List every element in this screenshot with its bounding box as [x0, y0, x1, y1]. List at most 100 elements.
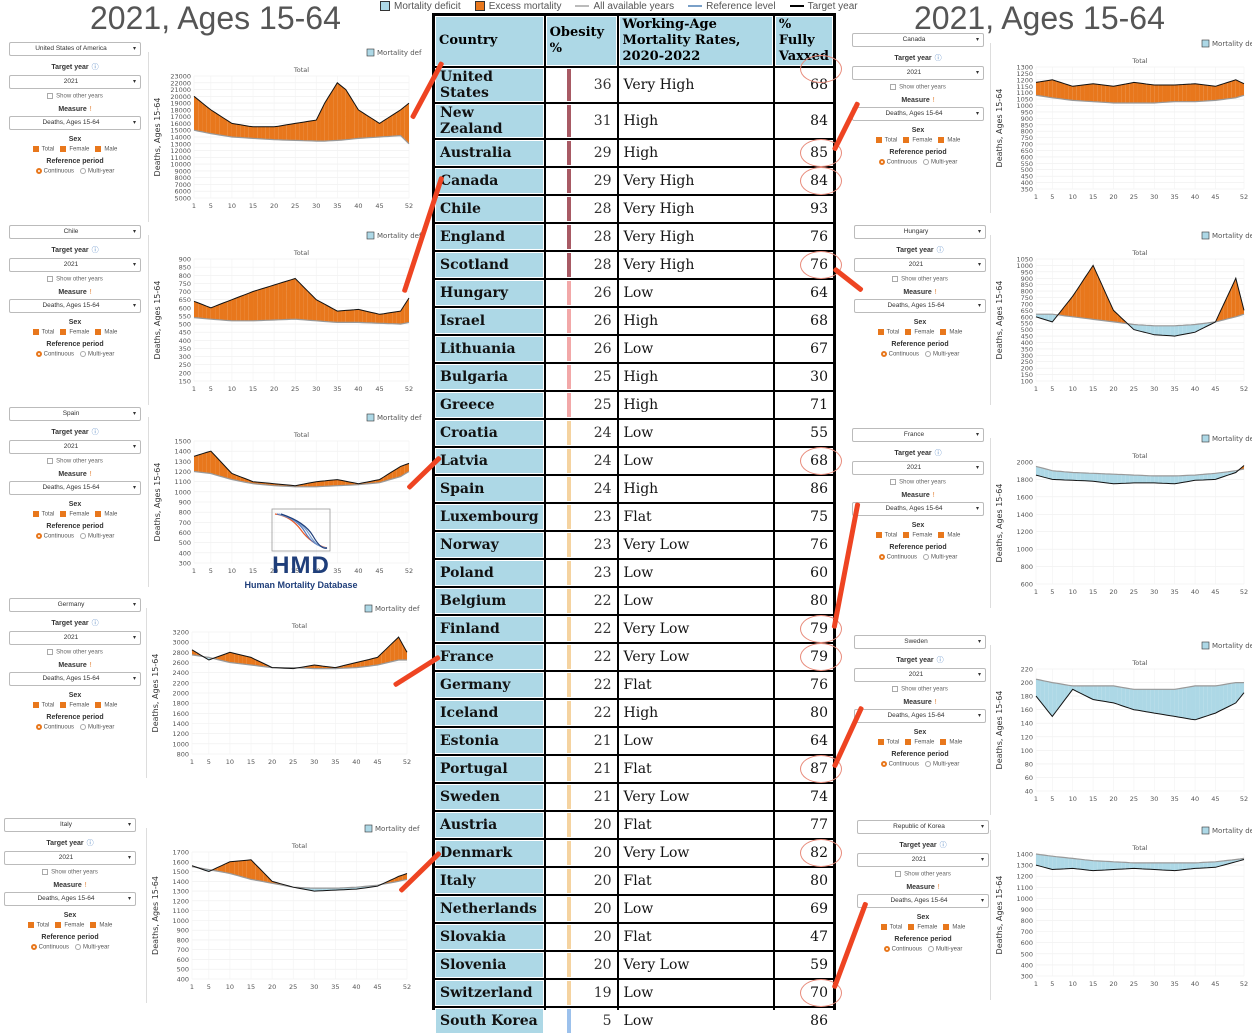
sex-male-checkbox[interactable]: Male: [95, 329, 117, 336]
sex-female-checkbox[interactable]: Female: [60, 702, 89, 709]
reference-multiyear-radio[interactable]: Multi-year: [80, 724, 114, 731]
sex-male-checkbox[interactable]: Male: [940, 329, 962, 336]
reference-multiyear-radio[interactable]: Multi-year: [928, 946, 962, 953]
show-other-years-toggle[interactable]: Show other years: [850, 276, 990, 283]
reference-period-label: Reference period: [5, 158, 145, 165]
sex-male-checkbox[interactable]: Male: [943, 924, 965, 931]
target-year-select[interactable]: 2021▾: [9, 258, 141, 272]
reference-multiyear-radio[interactable]: Multi-year: [80, 168, 114, 175]
measure-select[interactable]: Deaths, Ages 15-64▾: [9, 116, 141, 130]
show-other-years-toggle[interactable]: Show other years: [5, 458, 145, 465]
show-other-years-toggle[interactable]: Show other years: [5, 649, 145, 656]
reference-multiyear-radio[interactable]: Multi-year: [925, 351, 959, 358]
reference-continuous-radio[interactable]: Continuous: [881, 351, 919, 358]
sex-total-checkbox[interactable]: Total: [881, 924, 903, 931]
deficit-area: [1150, 863, 1154, 870]
target-year-select[interactable]: 2021▾: [857, 853, 989, 867]
measure-select[interactable]: Deaths, Ages 15-64▾: [852, 502, 984, 516]
sex-female-checkbox[interactable]: Female: [903, 532, 932, 539]
sex-male-checkbox[interactable]: Male: [938, 532, 960, 539]
reference-continuous-radio[interactable]: Continuous: [879, 159, 917, 166]
reference-continuous-radio[interactable]: Continuous: [31, 944, 69, 951]
show-other-years-toggle[interactable]: Show other years: [848, 479, 988, 486]
sex-total-checkbox[interactable]: Total: [878, 739, 900, 746]
reference-continuous-radio[interactable]: Continuous: [36, 168, 74, 175]
country-select[interactable]: Germany▾: [9, 598, 141, 612]
measure-select[interactable]: Deaths, Ages 15-64▾: [9, 672, 141, 686]
target-year-select[interactable]: 2021▾: [9, 631, 141, 645]
target-year-select[interactable]: 2021▾: [4, 851, 136, 865]
show-other-years-toggle[interactable]: Show other years: [0, 869, 140, 876]
deficit-area: [1207, 474, 1211, 480]
excess-area: [333, 83, 337, 141]
measure-select[interactable]: Deaths, Ages 15-64▾: [857, 894, 989, 908]
sex-female-checkbox[interactable]: Female: [60, 146, 89, 153]
reference-continuous-radio[interactable]: Continuous: [36, 724, 74, 731]
country-select[interactable]: Republic of Korea▾: [857, 820, 989, 834]
sex-male-checkbox[interactable]: Male: [95, 511, 117, 518]
reference-multiyear-radio[interactable]: Multi-year: [923, 159, 957, 166]
target-year-select[interactable]: 2021▾: [852, 461, 984, 475]
sex-total-checkbox[interactable]: Total: [876, 532, 898, 539]
reference-continuous-radio[interactable]: Continuous: [879, 554, 917, 561]
sex-total-checkbox[interactable]: Total: [28, 922, 50, 929]
reference-multiyear-radio[interactable]: Multi-year: [75, 944, 109, 951]
sex-options: Total Female Male: [5, 511, 145, 518]
sex-male-checkbox[interactable]: Male: [95, 146, 117, 153]
show-other-years-toggle[interactable]: Show other years: [850, 686, 990, 693]
sex-female-checkbox[interactable]: Female: [60, 511, 89, 518]
target-year-select[interactable]: 2021▾: [852, 66, 984, 80]
measure-select[interactable]: Deaths, Ages 15-64▾: [852, 107, 984, 121]
sex-total-checkbox[interactable]: Total: [876, 137, 898, 144]
reference-multiyear-radio[interactable]: Multi-year: [925, 761, 959, 768]
target-year-select[interactable]: 2021▾: [9, 75, 141, 89]
sex-female-checkbox[interactable]: Female: [903, 137, 932, 144]
show-other-years-toggle[interactable]: Show other years: [853, 871, 993, 878]
sex-total-checkbox[interactable]: Total: [33, 146, 55, 153]
show-other-years-toggle[interactable]: Show other years: [848, 84, 988, 91]
measure-select[interactable]: Deaths, Ages 15-64▾: [854, 299, 986, 313]
excess-area: [198, 303, 202, 318]
sex-total-checkbox[interactable]: Total: [33, 329, 55, 336]
sex-male-checkbox[interactable]: Male: [938, 137, 960, 144]
sex-female-checkbox[interactable]: Female: [60, 329, 89, 336]
reference-continuous-radio[interactable]: Continuous: [884, 946, 922, 953]
country-select[interactable]: France▾: [852, 428, 984, 442]
measure-select[interactable]: Deaths, Ages 15-64▾: [9, 481, 141, 495]
sex-male-checkbox[interactable]: Male: [90, 922, 112, 929]
reference-multiyear-radio[interactable]: Multi-year: [80, 351, 114, 358]
deficit-area: [1171, 863, 1175, 871]
show-other-years-toggle[interactable]: Show other years: [5, 276, 145, 283]
country-select[interactable]: Chile▾: [9, 225, 141, 239]
measure-select[interactable]: Deaths, Ages 15-64▾: [4, 892, 136, 906]
sex-female-checkbox[interactable]: Female: [905, 329, 934, 336]
show-other-years-toggle[interactable]: Show other years: [5, 93, 145, 100]
reference-multiyear-radio[interactable]: Multi-year: [80, 533, 114, 540]
country-select[interactable]: Sweden▾: [854, 635, 986, 649]
measure-select[interactable]: Deaths, Ages 15-64▾: [854, 709, 986, 723]
reference-continuous-radio[interactable]: Continuous: [36, 351, 74, 358]
country-select[interactable]: Spain▾: [9, 407, 141, 421]
target-year-select[interactable]: 2021▾: [9, 440, 141, 454]
country-select[interactable]: Canada▾: [852, 33, 984, 47]
country-select[interactable]: Italy▾: [4, 818, 136, 832]
target-year-select[interactable]: 2021▾: [854, 258, 986, 272]
sex-total-checkbox[interactable]: Total: [33, 702, 55, 709]
vaxxed-cell: 77: [775, 812, 833, 838]
sex-total-checkbox[interactable]: Total: [878, 329, 900, 336]
excess-area: [392, 113, 396, 137]
country-select[interactable]: United States of America▾: [9, 42, 141, 56]
sex-female-checkbox[interactable]: Female: [908, 924, 937, 931]
sex-female-checkbox[interactable]: Female: [905, 739, 934, 746]
reference-continuous-radio[interactable]: Continuous: [881, 761, 919, 768]
country-select[interactable]: Hungary▾: [854, 225, 986, 239]
reference-continuous-radio[interactable]: Continuous: [36, 533, 74, 540]
reference-multiyear-radio[interactable]: Multi-year: [923, 554, 957, 561]
sex-male-checkbox[interactable]: Male: [940, 739, 962, 746]
sex-total-checkbox[interactable]: Total: [33, 511, 55, 518]
target-year-select[interactable]: 2021▾: [854, 668, 986, 682]
country-select-value: Canada: [903, 36, 926, 43]
sex-female-checkbox[interactable]: Female: [55, 922, 84, 929]
measure-select[interactable]: Deaths, Ages 15-64▾: [9, 299, 141, 313]
sex-male-checkbox[interactable]: Male: [95, 702, 117, 709]
